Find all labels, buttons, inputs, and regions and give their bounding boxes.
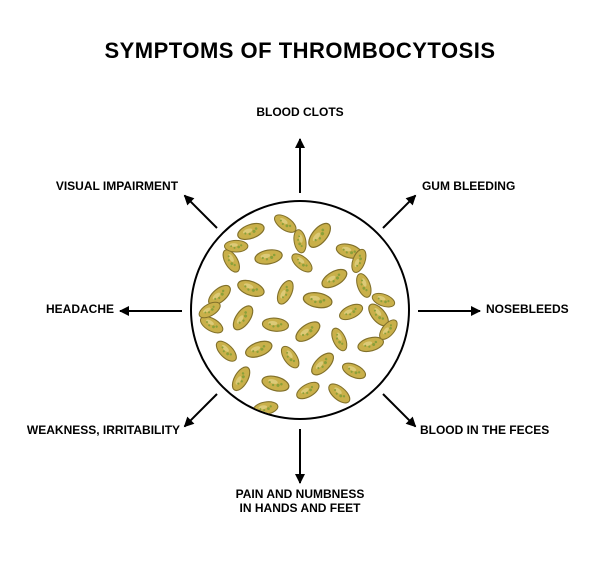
symptom-label: BLOOD IN THE FECES	[420, 424, 549, 438]
platelet-circle	[190, 200, 410, 420]
symptom-label: HEADACHE	[46, 303, 114, 317]
platelet-cluster	[192, 202, 408, 418]
symptom-label: GUM BLEEDING	[422, 180, 515, 194]
symptom-arrow	[299, 139, 301, 193]
symptom-arrow	[183, 394, 217, 428]
page-title: SYMPTOMS OF THROMBOCYTOSIS	[0, 38, 600, 64]
symptom-arrow	[120, 310, 182, 312]
symptom-label: NOSEBLEEDS	[486, 303, 569, 317]
symptom-arrow	[418, 310, 480, 312]
symptom-label: WEAKNESS, IRRITABILITY	[27, 424, 180, 438]
symptom-label: PAIN AND NUMBNESS IN HANDS AND FEET	[180, 488, 420, 516]
symptom-arrow	[183, 194, 217, 228]
symptom-label: VISUAL IMPAIRMENT	[56, 180, 178, 194]
symptom-label: BLOOD CLOTS	[180, 106, 420, 120]
symptom-arrow	[299, 429, 301, 483]
symptom-arrow	[383, 394, 417, 428]
symptom-arrow	[383, 194, 417, 228]
